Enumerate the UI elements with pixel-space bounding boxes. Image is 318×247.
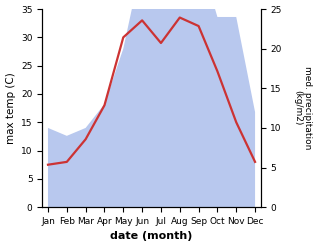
- Y-axis label: med. precipitation
(kg/m2): med. precipitation (kg/m2): [293, 66, 313, 150]
- Y-axis label: max temp (C): max temp (C): [5, 72, 16, 144]
- X-axis label: date (month): date (month): [110, 231, 193, 242]
